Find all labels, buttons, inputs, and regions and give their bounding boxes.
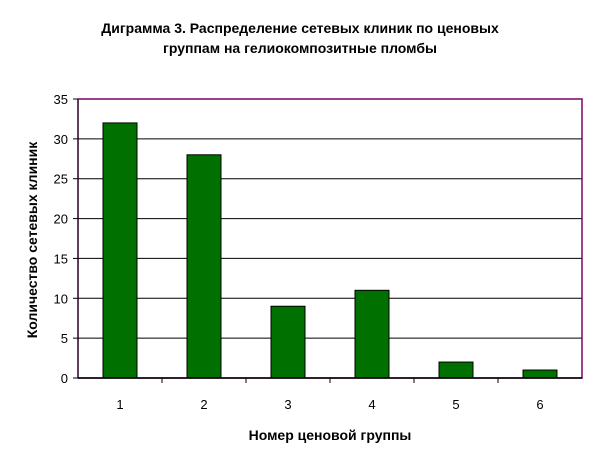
x-tick-label: 2 <box>200 397 207 412</box>
bar-group-6 <box>522 369 558 379</box>
bar-group-2 <box>186 154 222 379</box>
y-tick-label: 30 <box>54 132 68 147</box>
bar-group-5 <box>438 361 474 379</box>
y-tick-label: 5 <box>61 331 68 346</box>
bar-group-4 <box>354 289 390 379</box>
y-tick-label: 25 <box>54 172 68 187</box>
plot-area-border <box>77 98 583 379</box>
chart-title-line-1: Диграмма 3. Распределение сетевых клиник… <box>101 20 499 36</box>
x-tick-labels: 1 2 3 4 5 6 <box>116 378 544 412</box>
y-tick-label: 20 <box>54 212 68 227</box>
y-tick-label: 0 <box>61 371 68 386</box>
y-tick-label: 10 <box>54 291 68 306</box>
chart-title-line-2: группам на гелиокомпозитные пломбы <box>163 40 437 56</box>
x-tick-label: 4 <box>368 397 375 412</box>
y-tick-label: 15 <box>54 251 68 266</box>
bars <box>102 122 558 379</box>
y-tick-label: 35 <box>54 92 68 107</box>
y-axis-label: Количество сетевых клиник <box>24 141 40 338</box>
x-tick-label: 6 <box>536 397 543 412</box>
y-tick-labels: 0 5 10 15 20 25 30 35 <box>54 92 78 386</box>
x-axis-label: Номер ценовой группы <box>249 427 412 443</box>
x-tick-label: 1 <box>116 397 123 412</box>
bar-group-3 <box>270 305 306 379</box>
grid-lines <box>78 138 582 339</box>
bar-group-1 <box>102 122 138 379</box>
x-tick-label: 3 <box>284 397 291 412</box>
x-tick-label: 5 <box>452 397 459 412</box>
